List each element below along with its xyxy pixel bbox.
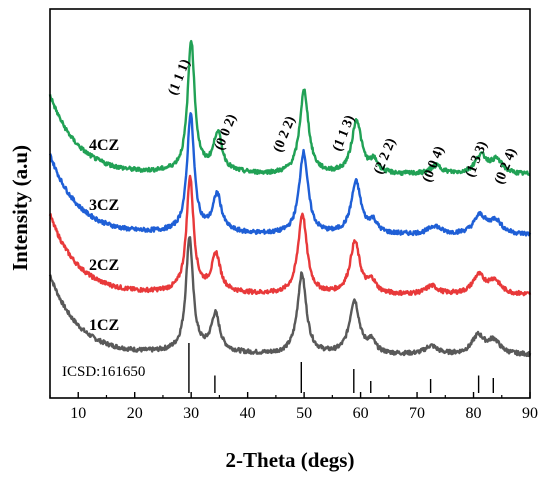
series-label: 2CZ (89, 257, 119, 274)
x-tick-label: 30 (183, 405, 199, 422)
peak-label: (0 2 4) (492, 146, 520, 187)
x-tick-label: 90 (522, 405, 538, 422)
reference-pattern (188, 343, 494, 393)
series-curves (48, 39, 532, 358)
y-axis-title: Intensity (a.u) (8, 145, 32, 271)
series-line-3cz (48, 112, 532, 237)
peak-label: (0 0 4) (420, 144, 448, 185)
x-tick-label: 10 (70, 405, 86, 422)
series-label: 1CZ (89, 317, 119, 334)
series-line-4cz (48, 39, 531, 177)
series-label: 4CZ (89, 137, 119, 154)
x-tick-label: 60 (353, 405, 369, 422)
x-tick-label: 40 (240, 405, 256, 422)
series-labels: 1CZ 2CZ 3CZ 4CZ (89, 137, 119, 334)
x-tick-label: 80 (466, 405, 482, 422)
series-line-1cz (48, 236, 532, 358)
x-tick-label: 20 (127, 405, 143, 422)
x-axis-title: 2-Theta (degs) (226, 448, 355, 472)
x-tick-label: 50 (296, 405, 312, 422)
series-label: 3CZ (89, 197, 119, 214)
series-line-2cz (48, 174, 532, 297)
reference-label: ICSD:161650 (62, 364, 145, 380)
x-axis-ticks: 10 20 30 40 50 60 70 80 90 (49, 392, 538, 422)
x-tick-label: 70 (409, 405, 425, 422)
plot-frame (49, 8, 531, 399)
